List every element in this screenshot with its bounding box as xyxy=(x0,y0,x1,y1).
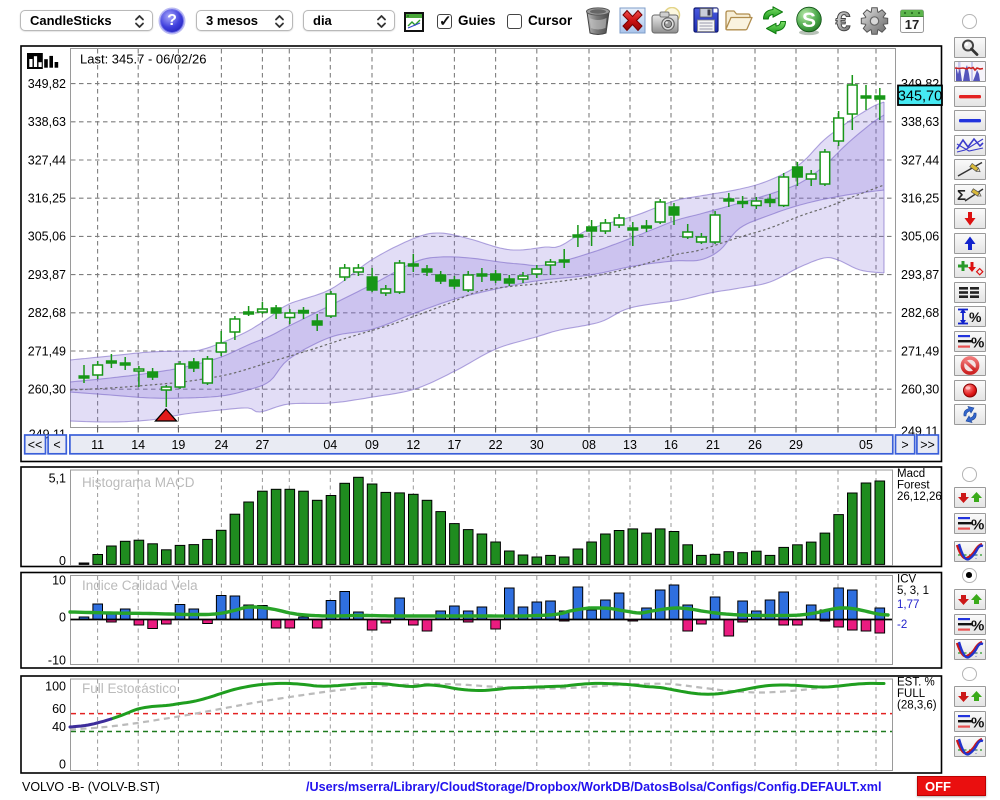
svg-text:24: 24 xyxy=(214,438,228,452)
svg-text:%: % xyxy=(971,617,984,634)
svg-text:Last: 345.7 - 06/02/26: Last: 345.7 - 06/02/26 xyxy=(80,52,206,67)
svg-text:EST. %: EST. % xyxy=(897,677,935,689)
svg-text:260,30: 260,30 xyxy=(28,383,66,397)
svg-text:0: 0 xyxy=(59,758,66,772)
svg-text:17: 17 xyxy=(905,17,919,32)
svg-text:26,12,26: 26,12,26 xyxy=(897,491,942,503)
svg-text:17: 17 xyxy=(447,438,461,452)
svg-text:€: € xyxy=(835,8,850,34)
svg-text:293,87: 293,87 xyxy=(28,268,66,282)
svg-text:-10: -10 xyxy=(48,654,66,668)
svg-text:>: > xyxy=(901,438,908,452)
svg-text:Indice Calidad Vela: Indice Calidad Vela xyxy=(82,578,198,593)
svg-text:<: < xyxy=(53,438,60,452)
svg-text:345,70: 345,70 xyxy=(898,89,942,105)
svg-text:04: 04 xyxy=(323,438,337,452)
svg-text:5,1: 5,1 xyxy=(49,472,66,486)
svg-text:11: 11 xyxy=(91,438,104,452)
svg-text:Σ: Σ xyxy=(957,187,966,204)
svg-text:22: 22 xyxy=(489,438,503,452)
svg-text:316,25: 316,25 xyxy=(28,192,66,206)
svg-text:0: 0 xyxy=(59,554,66,568)
svg-text:%: % xyxy=(971,334,984,351)
svg-text:260,30: 260,30 xyxy=(901,383,939,397)
svg-text:19: 19 xyxy=(171,438,185,452)
svg-text:305,06: 305,06 xyxy=(28,230,66,244)
svg-text:%: % xyxy=(969,309,982,325)
svg-text:30: 30 xyxy=(530,438,544,452)
svg-text:282,68: 282,68 xyxy=(901,306,939,320)
svg-text:305,06: 305,06 xyxy=(901,230,939,244)
svg-text:327,44: 327,44 xyxy=(28,153,66,167)
svg-text:21: 21 xyxy=(706,438,720,452)
svg-text:Macd: Macd xyxy=(897,468,925,480)
svg-text:Forest: Forest xyxy=(897,480,930,492)
svg-text:293,87: 293,87 xyxy=(901,268,939,282)
svg-text:10: 10 xyxy=(52,574,66,588)
svg-text:S: S xyxy=(802,9,816,32)
svg-text:12: 12 xyxy=(406,438,420,452)
svg-text:16: 16 xyxy=(664,438,678,452)
svg-text:09: 09 xyxy=(365,438,379,452)
svg-text:ICV: ICV xyxy=(897,574,917,586)
svg-text:282,68: 282,68 xyxy=(28,306,66,320)
svg-text:14: 14 xyxy=(131,438,145,452)
svg-text:316,25: 316,25 xyxy=(901,192,939,206)
svg-text:Full Estocástico: Full Estocástico xyxy=(82,681,177,696)
svg-text:60: 60 xyxy=(52,702,66,716)
svg-text:271,49: 271,49 xyxy=(901,344,939,358)
svg-text:338,63: 338,63 xyxy=(28,115,66,129)
svg-text:338,63: 338,63 xyxy=(901,115,939,129)
svg-text:26: 26 xyxy=(748,438,762,452)
svg-text:%: % xyxy=(971,517,984,534)
svg-text:29: 29 xyxy=(789,438,803,452)
svg-text:Histograma MACD: Histograma MACD xyxy=(82,475,195,490)
svg-text:%: % xyxy=(971,714,984,731)
svg-text:1,77: 1,77 xyxy=(897,599,919,611)
svg-text:5, 3, 1: 5, 3, 1 xyxy=(897,585,929,597)
svg-text:13: 13 xyxy=(623,438,637,452)
svg-text:08: 08 xyxy=(582,438,596,452)
svg-text:100: 100 xyxy=(45,679,66,693)
svg-text:349,82: 349,82 xyxy=(28,77,66,91)
svg-text:271,49: 271,49 xyxy=(28,344,66,358)
svg-text:0: 0 xyxy=(59,610,66,624)
svg-text:(28,3,6): (28,3,6) xyxy=(897,700,937,712)
svg-text:FULL: FULL xyxy=(897,688,926,700)
svg-text:27: 27 xyxy=(255,438,269,452)
svg-text:40: 40 xyxy=(52,720,66,734)
svg-text:05: 05 xyxy=(859,438,873,452)
svg-text:-2: -2 xyxy=(897,619,907,631)
svg-text:327,44: 327,44 xyxy=(901,153,939,167)
svg-text:>>: >> xyxy=(920,438,935,452)
svg-text:<<: << xyxy=(28,438,43,452)
